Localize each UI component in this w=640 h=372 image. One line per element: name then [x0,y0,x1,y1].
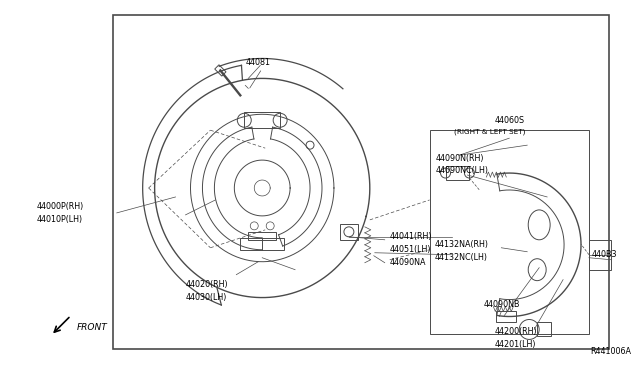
Text: 44201(LH): 44201(LH) [494,340,536,349]
Text: 44020(RH): 44020(RH) [186,280,228,289]
Text: (RIGHT & LEFT SET): (RIGHT & LEFT SET) [454,129,525,135]
Bar [340,224,358,240]
Text: 44090N(RH): 44090N(RH) [436,154,484,163]
Bar [113,15,609,349]
Bar [244,112,280,128]
Bar [429,130,589,334]
Text: 44030(LH): 44030(LH) [186,293,227,302]
Bar [537,323,551,336]
Bar [589,240,611,270]
Text: R441006A: R441006A [590,347,631,356]
Bar [240,238,284,250]
Text: 44051(LH): 44051(LH) [390,245,431,254]
Text: 44132NC(LH): 44132NC(LH) [435,253,488,262]
Bar [497,311,516,323]
Bar [445,166,469,180]
Text: 44132NA(RH): 44132NA(RH) [435,240,488,249]
Bar [248,232,276,240]
Text: 44081: 44081 [245,58,270,67]
Text: 440B3: 440B3 [592,250,618,259]
Text: 44090NA: 44090NA [390,258,426,267]
Text: 44200(RH): 44200(RH) [494,327,537,336]
Bar [215,65,226,76]
Text: 44010P(LH): 44010P(LH) [37,215,83,224]
Text: 44000P(RH): 44000P(RH) [37,202,84,211]
Text: 44060S: 44060S [494,116,524,125]
Text: FRONT: FRONT [77,323,108,332]
Text: 44041(RH): 44041(RH) [390,232,432,241]
Text: 44090NB: 44090NB [483,300,520,309]
Text: 44090NC(LH): 44090NC(LH) [436,166,488,174]
